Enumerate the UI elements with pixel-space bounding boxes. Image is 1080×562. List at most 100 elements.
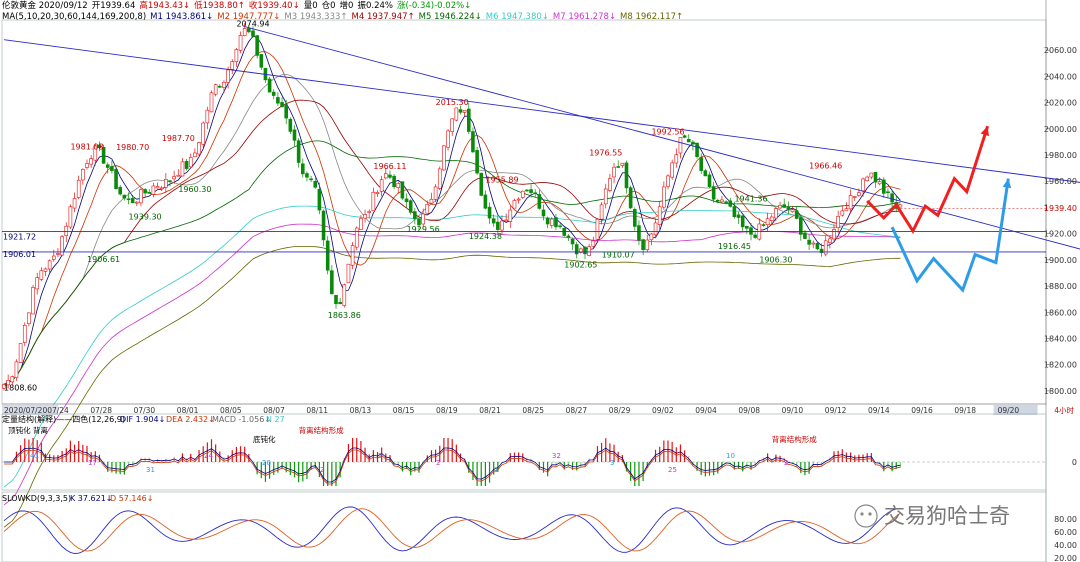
candle-body <box>798 217 803 235</box>
candle-body <box>678 137 683 154</box>
candle-body <box>429 198 434 204</box>
candle-body <box>35 277 40 290</box>
y-tick-label: 1820.00 <box>1044 361 1077 370</box>
candle-body <box>93 145 98 161</box>
candle-body <box>653 222 658 236</box>
line1-item: 高1943.43↓ <box>139 1 191 11</box>
macd-count: 32 <box>552 452 561 460</box>
x-axis-label: 09/14 <box>868 406 890 415</box>
candle-body <box>628 187 633 209</box>
price-label: 1992.56 <box>651 128 684 137</box>
line2-item: M4 1937.947↑ <box>351 12 415 22</box>
price-label: 1987.70 <box>162 134 195 143</box>
candle-body <box>541 209 546 217</box>
candle-body <box>823 240 828 255</box>
candle-body <box>388 174 392 178</box>
candle-body <box>118 186 122 195</box>
candle-body <box>255 35 259 56</box>
candle-body <box>815 242 820 250</box>
candle-body <box>43 268 48 272</box>
candle-body <box>736 214 741 218</box>
y-tick-label: 1800.00 <box>1044 387 1077 396</box>
line2-item: M8 1962.117↑ <box>620 12 684 22</box>
macd-count: 25 <box>668 466 677 474</box>
candle-body <box>848 195 853 210</box>
candle-body <box>51 255 56 260</box>
candle-body <box>520 190 525 198</box>
forecast-red-path <box>866 125 990 235</box>
candle-body <box>234 49 239 63</box>
candle-body <box>778 204 782 209</box>
macd-dif-line <box>4 447 901 483</box>
candle-body <box>707 174 712 188</box>
candle-body <box>27 312 31 325</box>
candle-body <box>603 188 608 205</box>
ma5-line <box>3 35 901 385</box>
candle-body <box>861 178 865 192</box>
line1-item: 量0 <box>303 1 318 11</box>
macd-annotation: 背离 <box>33 425 48 435</box>
y-tick-label: 1980.00 <box>1044 151 1077 160</box>
macd-count: 2 <box>378 452 382 460</box>
price-label: 1906.61 <box>87 255 120 264</box>
candle-body <box>392 175 396 187</box>
macd-count: 31 <box>146 466 155 474</box>
macd-annotation: 顶钝化 <box>8 425 31 435</box>
kd-d-line <box>3 508 901 552</box>
candle-body <box>587 246 591 256</box>
kd-y-tick: 60.00 <box>1054 528 1077 537</box>
macd-title: 定量结构(解释)——四色(12,26,9) <box>2 414 125 424</box>
ma60-line <box>3 140 901 385</box>
macd-annotation: 背离结构形成 <box>772 434 817 444</box>
y-tick-label: 1920.00 <box>1044 230 1077 239</box>
candle-body <box>466 108 471 132</box>
y-tick-label: 1900.00 <box>1044 256 1077 265</box>
price-label: 2015.30 <box>436 98 469 107</box>
x-axis-label: 07/24 <box>47 406 69 415</box>
price-label: 1929.56 <box>407 225 440 234</box>
candle-body <box>670 162 674 178</box>
candle-body <box>724 201 728 204</box>
candle-body <box>529 189 533 193</box>
y-tick-label: 2020.00 <box>1044 99 1077 108</box>
candle-body <box>504 219 508 222</box>
support-line-label: 1921.72 <box>3 232 36 241</box>
candle-body <box>197 142 201 155</box>
kd-y-tick: 40.00 <box>1054 541 1077 550</box>
line1-item: 收1939.40↓ <box>248 1 300 11</box>
candle-body <box>68 206 73 228</box>
y-tick-label: 1840.00 <box>1044 334 1077 343</box>
candle-body <box>300 163 305 175</box>
candle-body <box>60 236 64 256</box>
price-label: 1808.60 <box>4 384 37 393</box>
candle-body <box>666 175 670 187</box>
x-label-highlight <box>993 405 1038 415</box>
candle-body <box>500 220 504 231</box>
line2-item: M5 1946.224↓ <box>418 12 482 22</box>
price-label: 1976.55 <box>589 148 622 157</box>
last-price-tag <box>1047 202 1080 215</box>
candle-body <box>508 209 513 222</box>
macd-dea-line <box>4 449 901 485</box>
line1-item: 增0 <box>339 1 354 11</box>
candle-body <box>761 224 766 226</box>
candle-body <box>458 109 463 113</box>
candle-body <box>271 91 276 96</box>
x-axis-label: 08/05 <box>220 406 242 415</box>
candle-body <box>18 343 23 363</box>
candle-body <box>342 284 347 307</box>
candle-body <box>852 196 857 198</box>
candle-body <box>193 152 197 158</box>
quote-header: 伦敦黄金 2020/09/12 开1939.64 高1943.43↓ 低1938.80… <box>2 1 475 12</box>
candle-body <box>346 263 351 284</box>
macd-zero-tick: 0 <box>1072 458 1077 467</box>
candle-body <box>396 183 401 188</box>
y-tick-label: 2060.00 <box>1044 46 1077 55</box>
macd-value: MACD -1.056↓ <box>212 415 271 424</box>
candle-body <box>56 253 60 255</box>
macd-count: 10 <box>726 452 735 460</box>
candle-body <box>794 210 799 219</box>
candle-body <box>130 198 135 204</box>
candle-body <box>437 168 442 189</box>
